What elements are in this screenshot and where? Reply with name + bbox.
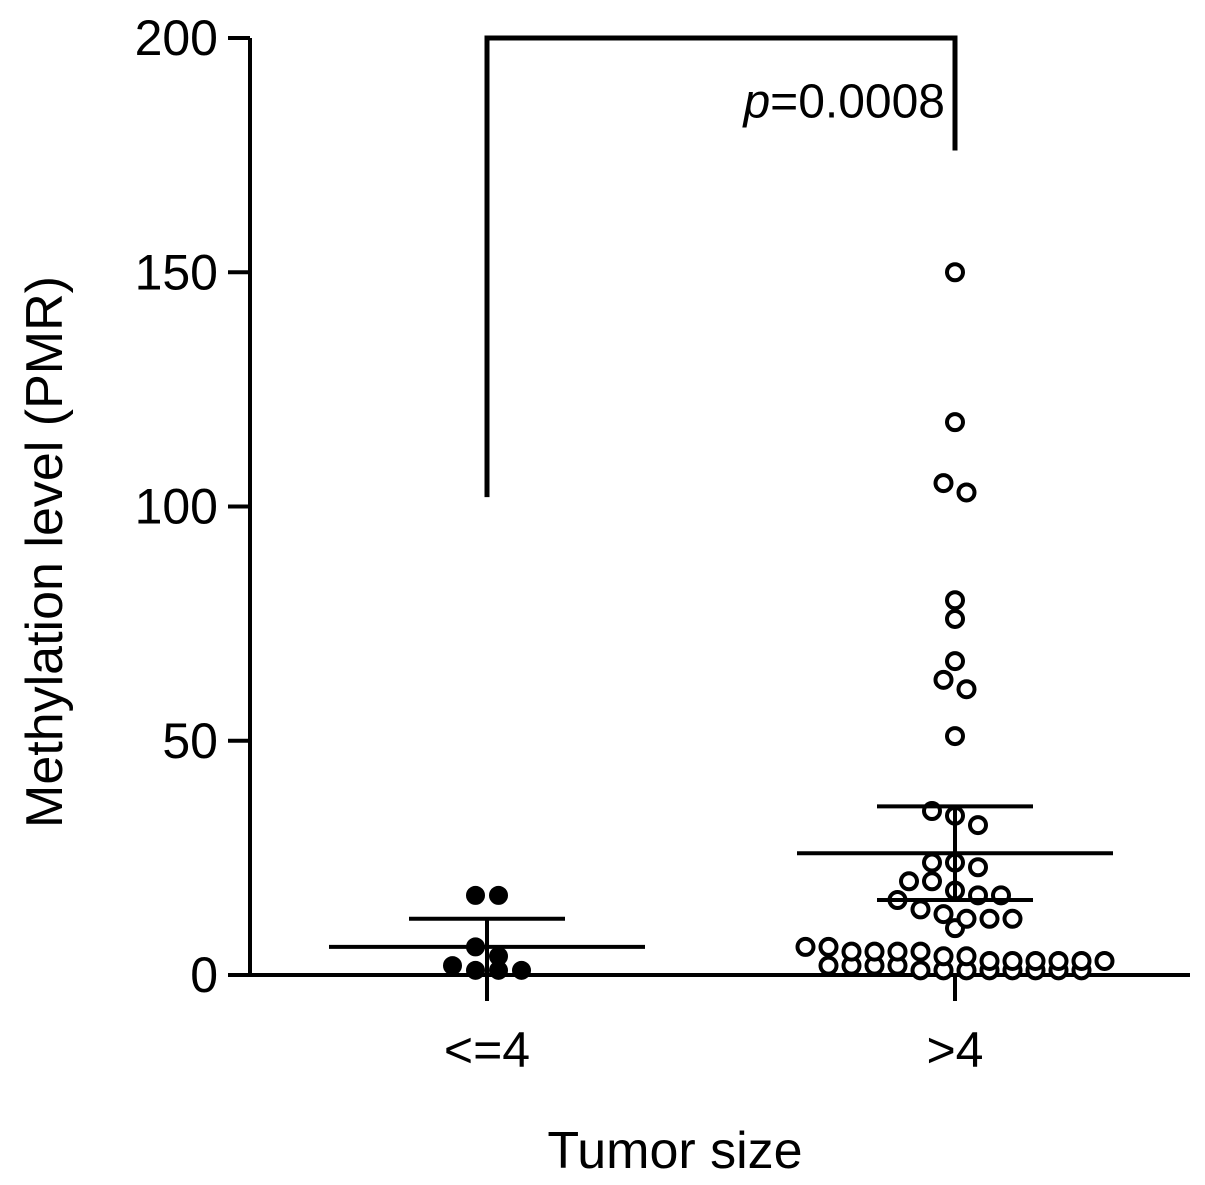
data-point xyxy=(910,960,931,981)
data-point xyxy=(945,726,965,747)
data-point xyxy=(899,871,919,892)
data-point xyxy=(1048,950,1069,971)
data-point xyxy=(887,941,908,962)
data-point xyxy=(910,941,931,962)
p-symbol: p xyxy=(741,76,770,129)
data-point xyxy=(922,852,942,873)
data-point xyxy=(945,651,965,672)
data-point xyxy=(979,908,1000,929)
data-point xyxy=(933,904,954,925)
significance-bracket xyxy=(484,35,958,498)
data-point xyxy=(818,955,839,976)
data-point xyxy=(922,871,942,892)
x-category-label: <=4 xyxy=(444,1022,530,1078)
data-point xyxy=(466,960,485,980)
x-category-label: >4 xyxy=(926,1022,983,1078)
y-tick-label: 150 xyxy=(135,244,218,300)
data-point xyxy=(945,412,965,433)
y-tick-label: 0 xyxy=(190,947,218,1003)
y-axis-title: Methylation level (PMR) xyxy=(16,276,74,828)
data-point xyxy=(956,679,977,700)
x-axis-ticks: <=4 >4 xyxy=(444,975,984,1078)
p-value: =0.0008 xyxy=(770,76,945,129)
data-point xyxy=(443,956,462,976)
data-point xyxy=(512,960,531,980)
data-point xyxy=(864,941,885,962)
y-tick-label: 100 xyxy=(135,479,218,535)
data-point xyxy=(933,669,954,690)
data-point xyxy=(979,950,1000,971)
data-point xyxy=(818,936,839,957)
data-point xyxy=(945,608,965,629)
data-point xyxy=(841,941,862,962)
y-tick-label: 50 xyxy=(162,713,218,769)
data-point xyxy=(489,885,508,905)
data-point xyxy=(933,473,954,494)
data-point xyxy=(956,946,977,967)
data-point xyxy=(910,899,931,920)
data-point xyxy=(466,885,485,905)
data-points xyxy=(443,262,1115,981)
data-point xyxy=(945,262,965,283)
data-point xyxy=(1094,950,1115,971)
data-point xyxy=(1071,950,1092,971)
x-axis-title: Tumor size xyxy=(547,1122,802,1180)
mean-sem-lines xyxy=(329,804,1113,975)
data-point xyxy=(968,815,988,836)
data-point xyxy=(489,946,508,966)
data-point xyxy=(945,590,965,611)
data-point xyxy=(968,857,988,878)
y-tick-label: 200 xyxy=(135,10,218,66)
data-point xyxy=(1002,908,1023,929)
p-value-label: p=0.0008 xyxy=(741,76,945,129)
data-point xyxy=(795,936,816,957)
data-point xyxy=(956,482,977,503)
y-axis-ticks: 0 50 100 150 200 xyxy=(135,10,250,1003)
data-point xyxy=(933,946,954,967)
data-point xyxy=(1025,950,1046,971)
data-point xyxy=(1002,950,1023,971)
data-point xyxy=(956,908,977,929)
